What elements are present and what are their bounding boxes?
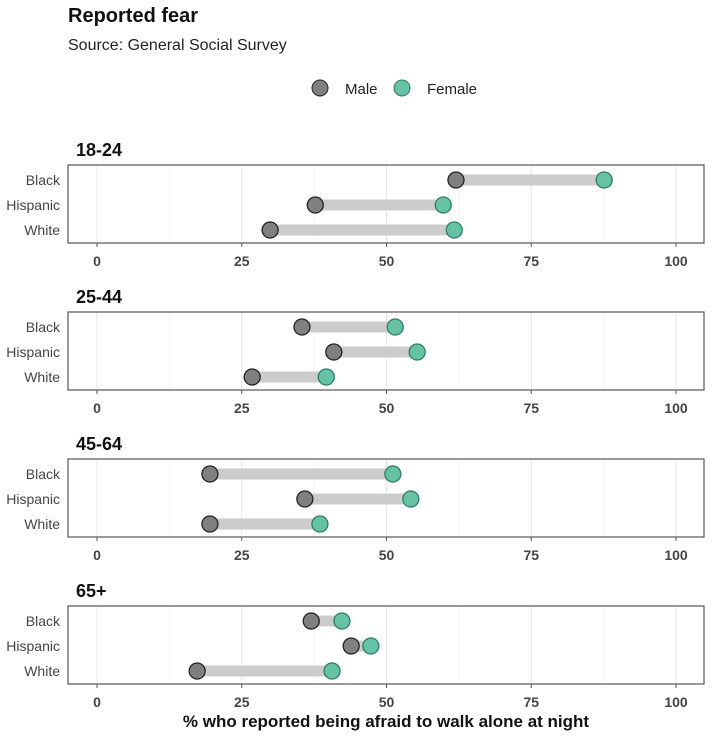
legend: Male Female [311, 79, 477, 98]
y-tick-label: Black [26, 172, 61, 188]
x-tick-label: 75 [523, 400, 539, 416]
y-tick-label: White [24, 369, 60, 385]
x-tick-label: 25 [234, 694, 250, 710]
legend-male-marker [311, 79, 329, 97]
female-point [434, 196, 452, 214]
female-point [333, 612, 351, 630]
female-point [323, 662, 341, 680]
male-point [261, 221, 279, 239]
male-point [201, 515, 219, 533]
male-point [306, 196, 324, 214]
x-tick-label: 0 [93, 400, 101, 416]
legend-female-label: Female [427, 81, 477, 98]
female-point [402, 490, 420, 508]
legend-male-label: Male [345, 81, 378, 98]
x-tick-label: 50 [379, 253, 395, 269]
x-tick-label: 0 [93, 253, 101, 269]
y-tick-label: Hispanic [6, 491, 60, 507]
x-axis-label: % who reported being afraid to walk alon… [183, 712, 589, 731]
x-tick-label: 0 [93, 694, 101, 710]
x-tick-label: 75 [523, 547, 539, 563]
y-tick-label: Hispanic [6, 197, 60, 213]
male-point [293, 318, 311, 336]
male-point [302, 612, 320, 630]
y-tick-label: White [24, 222, 60, 238]
y-tick-label: Hispanic [6, 344, 60, 360]
y-tick-label: Black [26, 319, 61, 335]
x-tick-label: 50 [379, 400, 395, 416]
chart-title: Reported fear [68, 5, 198, 27]
panel-title: 45-64 [76, 434, 122, 454]
male-point [201, 465, 219, 483]
x-tick-label: 50 [379, 694, 395, 710]
x-tick-label: 75 [523, 253, 539, 269]
panel-title: 18-24 [76, 140, 122, 160]
x-tick-label: 25 [234, 400, 250, 416]
y-tick-label: White [24, 663, 60, 679]
x-tick-label: 75 [523, 694, 539, 710]
y-tick-label: Hispanic [6, 638, 60, 654]
female-point [445, 221, 463, 239]
male-point [342, 637, 360, 655]
female-point [362, 637, 380, 655]
female-point [317, 368, 335, 386]
y-tick-label: White [24, 516, 60, 532]
panel-title: 65+ [76, 581, 107, 601]
x-tick-label: 50 [379, 547, 395, 563]
chart-subtitle: Source: General Social Survey [68, 37, 287, 54]
x-tick-label: 100 [664, 400, 688, 416]
legend-female-marker [393, 79, 411, 97]
panel-title: 25-44 [76, 287, 122, 307]
female-point [384, 465, 402, 483]
x-tick-label: 0 [93, 547, 101, 563]
male-point [296, 490, 314, 508]
x-tick-label: 100 [664, 547, 688, 563]
x-tick-label: 25 [234, 253, 250, 269]
y-tick-label: Black [26, 613, 61, 629]
male-point [447, 171, 465, 189]
x-tick-label: 25 [234, 547, 250, 563]
male-point [325, 343, 343, 361]
y-tick-label: Black [26, 466, 61, 482]
x-tick-label: 100 [664, 694, 688, 710]
male-point [188, 662, 206, 680]
female-point [595, 171, 613, 189]
female-point [386, 318, 404, 336]
male-point [243, 368, 261, 386]
x-tick-label: 100 [664, 253, 688, 269]
female-point [311, 515, 329, 533]
female-point [408, 343, 426, 361]
